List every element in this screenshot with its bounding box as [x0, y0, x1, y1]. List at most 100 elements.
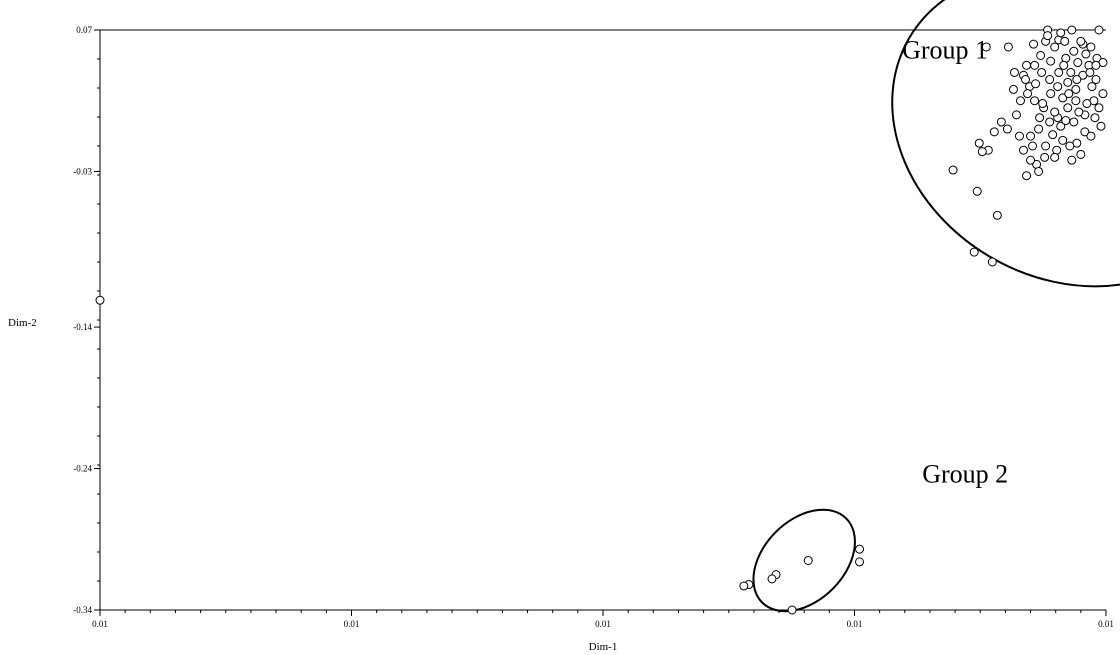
data-point [787, 605, 797, 615]
data-point [948, 165, 958, 175]
x-tick-label: 0.01 [1098, 619, 1114, 629]
data-point [1040, 152, 1050, 162]
data-point [1076, 36, 1086, 46]
data-point [987, 257, 997, 267]
data-point [1053, 82, 1063, 92]
data-point [1065, 141, 1075, 151]
group-2-ellipse [752, 508, 856, 613]
data-point [1019, 145, 1029, 155]
data-point [1071, 96, 1081, 106]
data-point [1056, 121, 1066, 131]
data-point [969, 247, 979, 257]
data-point [1026, 155, 1036, 165]
data-point [972, 186, 982, 196]
data-point [1037, 67, 1047, 77]
group-labels: Group 1 Group 2 [902, 35, 1008, 488]
data-point [1045, 117, 1055, 127]
data-point [739, 581, 749, 591]
x-minor-ticks [99, 610, 1107, 616]
y-tick-label: 0.07 [76, 25, 92, 35]
data-point [1073, 58, 1083, 68]
data-point [1067, 25, 1077, 35]
data-point [1054, 67, 1064, 77]
data-point [1022, 60, 1032, 70]
data-point [1069, 46, 1079, 56]
data-point [1028, 141, 1038, 151]
data-point [1076, 149, 1086, 159]
data-point [1011, 110, 1021, 120]
data-point [1023, 89, 1033, 99]
data-point [1063, 103, 1073, 113]
data-point [1061, 116, 1071, 126]
data-point [1050, 107, 1060, 117]
data-point [855, 557, 865, 567]
data-point [1098, 89, 1108, 99]
data-point [977, 147, 987, 157]
data-point [992, 210, 1002, 220]
data-point [1036, 50, 1046, 60]
y-minor-ticks [97, 29, 100, 611]
data-point [1043, 31, 1053, 41]
data-point [1071, 84, 1081, 94]
y-tick-label: -0.14 [73, 322, 92, 332]
data-point [1035, 113, 1045, 123]
data-point [1074, 107, 1084, 117]
data-point [1056, 28, 1066, 38]
data-point [803, 555, 813, 565]
data-point [1072, 75, 1082, 85]
data-point [1009, 67, 1019, 77]
data-point [1045, 75, 1055, 85]
data-point [1031, 79, 1041, 89]
x-tick-label: 0.01 [847, 619, 863, 629]
data-point [1048, 130, 1058, 140]
data-point [1094, 103, 1104, 113]
data-point [1066, 67, 1076, 77]
axes: 0.01 0.01 0.01 0.01 0.01 0.07 -0.03 -0.14 -0.24… [73, 25, 1114, 629]
data-point [1063, 77, 1073, 87]
data-point [1091, 60, 1101, 70]
data-point [1086, 131, 1096, 141]
data-point [1090, 113, 1100, 123]
x-tick-label: 0.01 [595, 619, 611, 629]
data-point [996, 117, 1006, 127]
data-point [1015, 96, 1025, 106]
data-point [1091, 75, 1101, 85]
data-point [1002, 124, 1012, 134]
data-point [1064, 89, 1074, 99]
data-point [1086, 42, 1096, 52]
group-2-label: Group 2 [922, 460, 1008, 489]
data-point [1022, 171, 1032, 181]
data-point [1058, 93, 1068, 103]
data-point [1069, 117, 1079, 127]
data-point [1038, 99, 1048, 109]
data-point [1034, 166, 1044, 176]
data-point [1050, 152, 1060, 162]
data-point [95, 295, 105, 305]
y-tick-label: -0.24 [73, 464, 92, 474]
data-point [1026, 131, 1036, 141]
data-point [1085, 67, 1095, 77]
data-point [767, 574, 777, 584]
y-tick-label: -0.03 [73, 166, 92, 176]
data-point [1046, 89, 1056, 99]
data-point [1029, 39, 1039, 49]
data-point [1050, 42, 1060, 52]
data-point [1041, 141, 1051, 151]
data-point [1014, 131, 1024, 141]
data-point [1003, 42, 1013, 52]
data-point [1094, 25, 1104, 35]
data-point [989, 127, 999, 137]
y-axis-title: Dim-2 [8, 317, 37, 329]
data-point [981, 42, 991, 52]
x-axis-title: Dim-1 [589, 641, 618, 653]
data-point [1046, 56, 1056, 66]
data-point [1082, 99, 1092, 109]
data-points [95, 25, 1108, 615]
data-point [855, 544, 865, 554]
y-tick-label: -0.34 [73, 605, 92, 615]
data-point [1087, 82, 1097, 92]
group-1-label: Group 1 [902, 35, 988, 64]
data-point [1021, 75, 1031, 85]
data-point [1096, 121, 1106, 131]
